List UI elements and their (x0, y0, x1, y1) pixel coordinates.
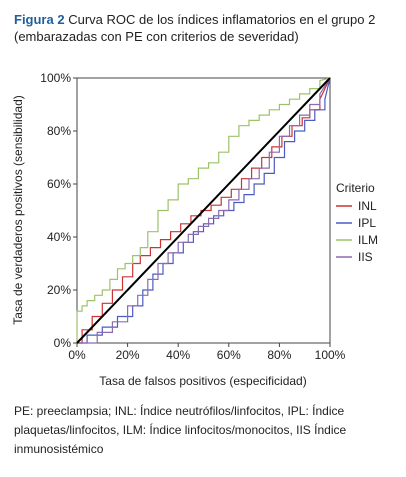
roc-line-iis (77, 77, 331, 344)
roc-line-ilm (76, 77, 331, 343)
y-tick-label: 80% (47, 124, 71, 138)
x-tick-label: 100% (315, 348, 346, 362)
legend-label-ilm: ILM (358, 233, 378, 247)
figure-number: Figura 2 (14, 12, 65, 27)
y-axis-title: Tasa de verdaderos positivos (sensibilid… (11, 95, 25, 324)
y-tick-label: 60% (47, 177, 71, 191)
y-axis-ticks: 0% 20% 40% 60% 80% 100% (40, 71, 77, 350)
x-tick-label: 20% (116, 348, 140, 362)
legend-label-inl: INL (358, 199, 377, 213)
y-tick-label: 100% (40, 71, 71, 85)
y-tick-label: 0% (54, 336, 72, 350)
legend: INL IPL ILM IIS (336, 199, 378, 264)
legend-label-iis: IIS (358, 250, 373, 264)
y-tick-label: 20% (47, 283, 71, 297)
x-tick-label: 60% (217, 348, 241, 362)
x-axis-title: Tasa de falsos positivos (especificidad) (99, 374, 306, 388)
x-tick-label: 40% (166, 348, 190, 362)
footnote: PE: preeclampsia; INL: Índice neutrófilo… (14, 404, 347, 456)
legend-title: Criterio (336, 181, 375, 195)
roc-chart: 0% 20% 40% 60% 80% 100% 0% 20% 40% 60% 80% 100% Ta… (11, 71, 378, 388)
figure-title: Curva ROC de los índices inflamatorios e… (14, 12, 376, 44)
roc-line-ipl (77, 77, 331, 344)
x-axis-ticks: 0% 20% 40% 60% 80% 100% (68, 343, 346, 362)
reference-diagonal (76, 77, 331, 344)
figure-caption: Figura 2 Curva ROC de los índices inflam… (14, 11, 394, 45)
x-tick-label: 0% (68, 348, 86, 362)
x-tick-label: 80% (267, 348, 291, 362)
legend-label-ipl: IPL (358, 216, 376, 230)
y-tick-label: 40% (47, 230, 71, 244)
